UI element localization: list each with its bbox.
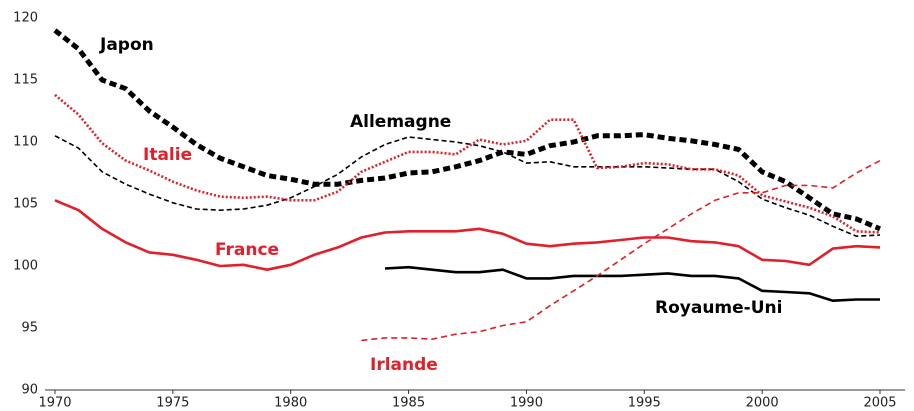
series-label: France: [215, 240, 279, 260]
y-tick-label: 95: [21, 321, 38, 336]
series-line: [54, 93, 881, 234]
x-tick-label: 1985: [392, 396, 425, 411]
series-label: Japon: [99, 35, 154, 55]
series-line: [53, 28, 881, 232]
series-label: Royaume-Uni: [655, 298, 782, 318]
x-tick-label: 1980: [274, 396, 307, 411]
series-line: [384, 265, 880, 302]
series-label: Allemagne: [350, 112, 451, 132]
y-tick-label: 110: [13, 135, 38, 150]
series-label: Irlande: [370, 355, 438, 375]
x-tick-label: 1970: [38, 396, 71, 411]
x-tick-label: 1975: [156, 396, 189, 411]
series-line: [54, 135, 881, 237]
y-tick-label: 105: [13, 197, 38, 212]
y-tick-label: 100: [13, 259, 38, 274]
y-tick-label: 120: [13, 11, 38, 26]
series-line: [54, 199, 881, 271]
x-tick-label: 1995: [628, 396, 661, 411]
series-label: Italie: [143, 145, 192, 165]
series-line: [361, 159, 881, 342]
x-tick-label: 1990: [510, 396, 543, 411]
y-tick-label: 90: [21, 383, 38, 398]
x-tick-label: 2005: [863, 396, 896, 411]
y-tick-label: 115: [13, 73, 38, 88]
x-tick-label: 2000: [746, 396, 779, 411]
